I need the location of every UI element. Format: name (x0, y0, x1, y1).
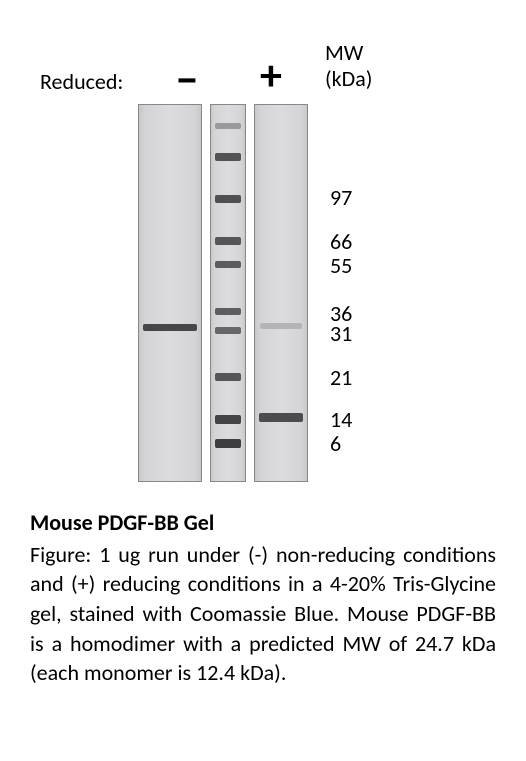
gel-band (143, 324, 198, 331)
mw-label: 21 (330, 364, 352, 391)
gel-lane-nonreducing (138, 104, 202, 482)
gel-band (215, 123, 241, 129)
gel-lane-ladder (210, 104, 246, 482)
gel-band (260, 323, 302, 329)
mw-label: 97 (330, 184, 352, 211)
gel-band (215, 261, 241, 268)
gel-lane-reducing (254, 104, 308, 482)
mw-header: MW (kDa) (325, 40, 372, 93)
gel-band (215, 308, 241, 315)
gel-band (215, 153, 241, 161)
gel-band (215, 237, 241, 245)
gel-figure: Reduced: – + MW (kDa) 976655363121146 (0, 0, 526, 500)
gel-band (215, 195, 241, 203)
mw-header-line1: MW (325, 40, 372, 66)
caption-body: Figure: 1 ug run under (-) non-reducing … (30, 540, 496, 688)
reduced-label: Reduced: (40, 68, 123, 95)
mw-header-line2: (kDa) (325, 66, 372, 92)
mw-label: 14 (330, 406, 352, 433)
gel-band (215, 439, 241, 448)
figure-caption: Mouse PDGF-BB Gel Figure: 1 ug run under… (30, 508, 496, 688)
minus-symbol: – (175, 48, 199, 107)
gel-band (259, 413, 303, 422)
mw-label: 6 (330, 430, 341, 457)
mw-label: 66 (330, 228, 352, 255)
plus-symbol: + (260, 48, 282, 102)
gel-band (215, 327, 241, 334)
mw-label: 31 (330, 320, 352, 347)
caption-title: Mouse PDGF-BB Gel (30, 508, 496, 538)
mw-label: 55 (330, 252, 352, 279)
gel-band (215, 415, 241, 424)
gel-band (215, 373, 241, 381)
